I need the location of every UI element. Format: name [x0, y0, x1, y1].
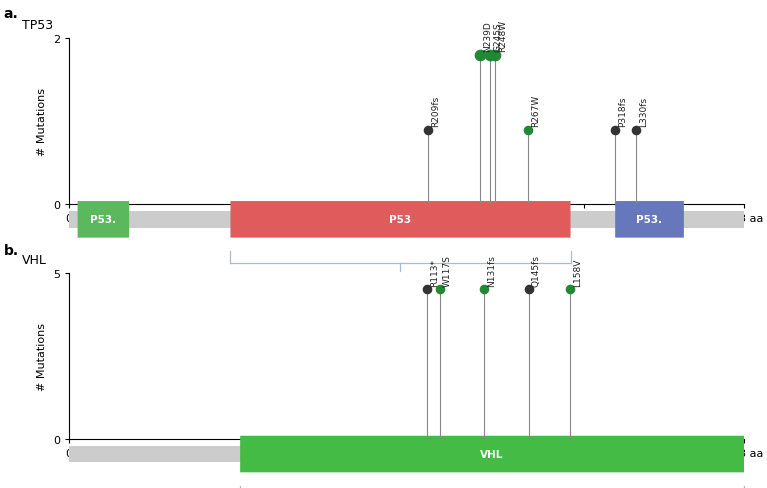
Y-axis label: # Mutations: # Mutations	[38, 88, 48, 156]
Point	[433, 286, 446, 294]
Point	[522, 126, 534, 134]
Text: R209fs: R209fs	[431, 96, 440, 127]
Text: R113*: R113*	[430, 259, 439, 286]
Point	[484, 52, 496, 60]
Text: L158V: L158V	[573, 258, 582, 286]
Text: DNA Binding Domain: DNA Binding Domain	[331, 278, 469, 291]
Text: P53.: P53.	[91, 215, 117, 225]
Text: b.: b.	[4, 244, 19, 258]
Point	[489, 52, 501, 60]
Point	[473, 52, 486, 60]
Text: W117S: W117S	[443, 255, 453, 286]
FancyBboxPatch shape	[230, 202, 571, 238]
Text: N239D: N239D	[483, 21, 492, 52]
Text: N131fs: N131fs	[488, 255, 496, 286]
Text: a.: a.	[4, 7, 18, 21]
Bar	[69, 212, 744, 228]
Point	[421, 286, 433, 294]
Point	[630, 126, 642, 134]
FancyBboxPatch shape	[240, 436, 744, 472]
Text: G245S: G245S	[493, 22, 502, 52]
Text: VHL: VHL	[21, 253, 47, 266]
Point	[422, 126, 434, 134]
Text: TP53: TP53	[21, 19, 53, 32]
Text: L330fs: L330fs	[639, 97, 648, 127]
Bar	[69, 446, 744, 463]
Text: VHL: VHL	[480, 449, 504, 459]
Text: R267W: R267W	[531, 95, 540, 127]
Text: P53.: P53.	[637, 215, 663, 225]
Text: P318fs: P318fs	[618, 97, 627, 127]
Point	[564, 286, 576, 294]
Point	[478, 286, 490, 294]
Text: Q145fs: Q145fs	[532, 255, 541, 286]
Point	[609, 126, 621, 134]
FancyBboxPatch shape	[77, 202, 129, 238]
FancyBboxPatch shape	[615, 202, 684, 238]
Text: P53: P53	[390, 215, 412, 225]
Point	[522, 286, 535, 294]
Text: R248W: R248W	[499, 20, 507, 52]
Y-axis label: # Mutations: # Mutations	[38, 322, 48, 390]
